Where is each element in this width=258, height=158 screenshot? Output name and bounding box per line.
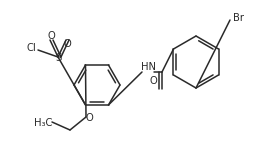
Text: S: S xyxy=(56,53,62,63)
Text: O: O xyxy=(85,113,93,123)
Text: Br: Br xyxy=(232,13,244,23)
Text: HN: HN xyxy=(141,62,156,72)
Text: O: O xyxy=(63,39,71,49)
Text: O: O xyxy=(149,76,157,85)
Text: H₃C: H₃C xyxy=(34,118,52,128)
Text: O: O xyxy=(47,31,55,41)
Text: Cl: Cl xyxy=(26,43,36,53)
